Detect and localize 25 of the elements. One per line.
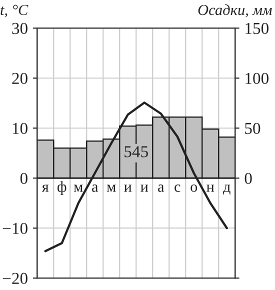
annotation: 545	[124, 146, 148, 158]
x-tick-label: м	[74, 184, 83, 192]
x-tick-label: ф	[57, 181, 66, 195]
y-axis-title: t, °C	[0, 4, 28, 18]
y-tick-label: −10	[2, 222, 28, 234]
x-tick-label: н	[206, 184, 214, 192]
x-tick-label: м	[106, 184, 116, 192]
y2-tick-label: 0	[244, 172, 252, 184]
x-tick-label: с	[174, 184, 180, 192]
y-tick-label: 20	[12, 72, 28, 84]
y-tick-label: 30	[12, 22, 28, 34]
x-tick-label: и	[140, 184, 148, 192]
y-tick-label: 0	[20, 172, 28, 184]
y-tick-label: −20	[2, 272, 28, 284]
x-tick-label: д	[222, 184, 230, 195]
x-tick-label: а	[158, 184, 164, 192]
y-tick-label: 10	[12, 122, 28, 134]
x-tick-label: о	[190, 184, 198, 192]
x-tick-label: и	[124, 184, 132, 192]
y2-tick-label: 50	[245, 122, 260, 134]
y2-axis-title: Осадки, мм	[198, 4, 272, 18]
y2-tick-label: 100	[246, 72, 269, 84]
y2-tick-label: 150	[246, 22, 269, 34]
x-tick-label: я	[42, 184, 49, 192]
x-tick-label: а	[92, 184, 98, 192]
